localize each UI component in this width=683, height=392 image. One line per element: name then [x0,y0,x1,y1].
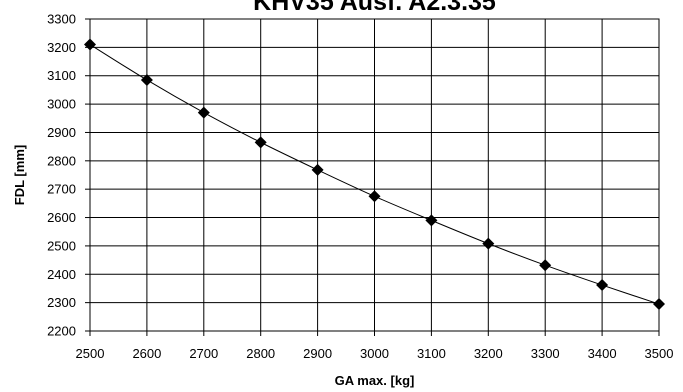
x-tick-label: 3500 [645,346,674,361]
x-tick-label: 2500 [76,346,105,361]
grid [89,18,660,332]
data-point-marker [140,73,153,86]
y-tick-label: 2400 [47,267,76,282]
x-tick-label: 3300 [531,346,560,361]
data-point-marker [539,259,552,272]
y-tick-label: 3000 [47,97,76,112]
data-point-marker [653,298,665,311]
y-axis-label: FDL [mm] [12,145,27,205]
data-point-marker [425,214,438,227]
x-tick-label: 3400 [588,346,617,361]
x-tick-label: 2800 [246,346,275,361]
x-tick-label: 2700 [189,346,218,361]
x-tick-label: 3200 [474,346,503,361]
x-tick-label: 2600 [132,346,161,361]
data-markers [84,38,665,311]
y-tick-label: 2700 [47,182,76,197]
data-point-marker [368,190,381,203]
y-axis-ticks: 2200 2300 2400 2500 2600 2700 2800 2900 3000 3100… [47,12,90,339]
chart-title: KHV35 Ausf. A2.3.35 [253,0,496,16]
x-tick-label: 3100 [417,346,446,361]
data-point-marker [84,38,96,51]
y-tick-label: 2800 [47,153,76,168]
data-point-marker [254,136,267,149]
y-tick-label: 2600 [47,210,76,225]
data-point-marker [197,106,210,119]
data-point-marker [311,163,324,176]
x-axis-label: GA max. [kg] [335,373,415,388]
data-point-marker [596,279,609,292]
y-tick-label: 2900 [47,125,76,140]
y-tick-label: 3300 [47,12,76,27]
y-tick-label: 2200 [47,324,76,339]
x-tick-label: 2900 [303,346,332,361]
x-axis-ticks: 2500 2600 2700 2800 2900 3000 3100 3200 3300 3400… [76,331,674,361]
y-tick-label: 2500 [47,238,76,253]
y-tick-label: 3200 [47,40,76,55]
x-tick-label: 3000 [360,346,389,361]
y-tick-label: 2300 [47,295,76,310]
data-point-marker [482,237,495,250]
y-tick-label: 3100 [47,68,76,83]
